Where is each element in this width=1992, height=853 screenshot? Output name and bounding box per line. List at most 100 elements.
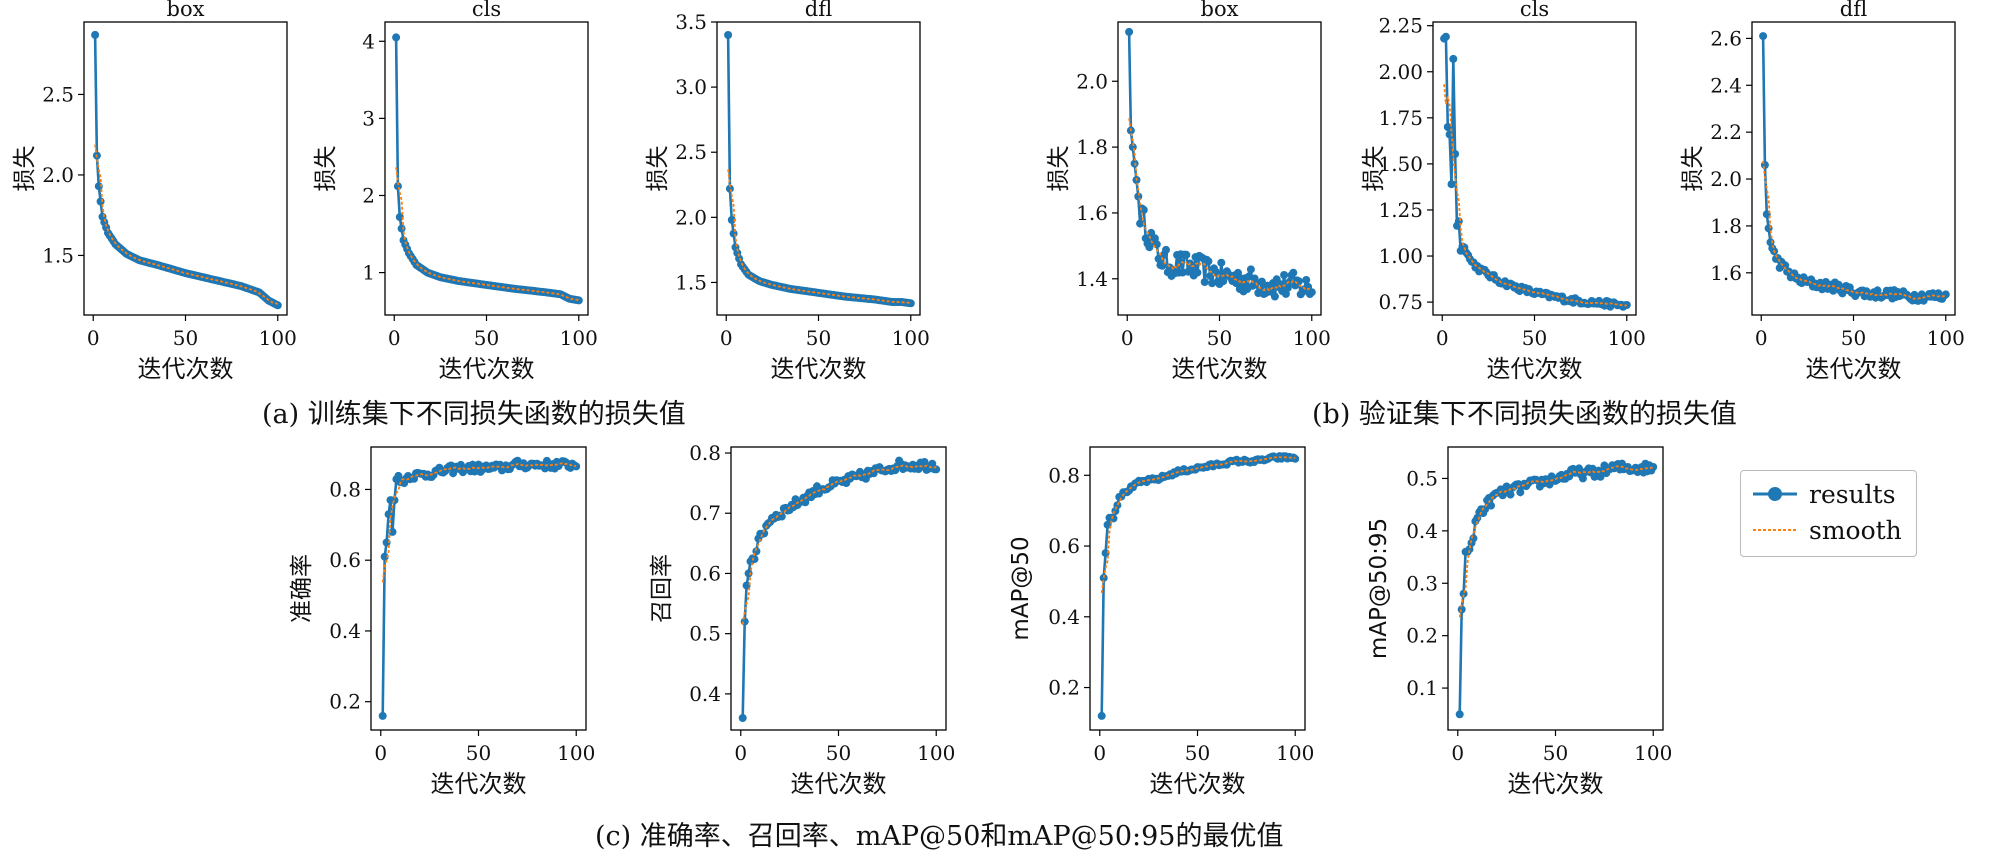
x-tick-label: 50 <box>173 326 198 350</box>
y-axis-label: 损失 <box>1680 146 1706 192</box>
results-point <box>378 711 387 720</box>
y-tick-label: 3.0 <box>675 75 707 99</box>
caption-c: (c) 准确率、召回率、mAP@50和mAP@50:95的最优值 <box>595 821 1284 852</box>
chart-1: 0 50 100 1.5 2.0 2.5 迭代次数 损失 box <box>12 0 297 383</box>
x-tick-label: 100 <box>259 326 297 350</box>
y-axis-label: 损失 <box>12 146 38 192</box>
plot-frame <box>1447 446 1664 731</box>
results-point <box>1441 32 1450 41</box>
y-tick-label: 2 <box>362 183 375 207</box>
y-tick-label: 0.6 <box>1048 534 1080 558</box>
series-smooth-line <box>1128 118 1312 293</box>
y-tick-label: 0.7 <box>689 501 721 525</box>
results-point <box>1455 710 1464 719</box>
x-tick-label: 100 <box>917 741 955 765</box>
results-point <box>1097 711 1106 720</box>
results-point <box>1291 454 1300 463</box>
results-point <box>777 512 786 521</box>
series-smooth-line <box>395 167 579 301</box>
y-tick-label: 0.8 <box>1048 463 1080 487</box>
y-tick-label: 1.50 <box>1378 152 1423 176</box>
chart-3: 0 50 100 1.5 2.0 2.5 3.0 3.5 迭代次数 损失 dfl <box>645 0 930 383</box>
results-point <box>750 555 759 564</box>
results-point <box>725 184 734 193</box>
results-point <box>1204 257 1213 266</box>
plot-frame <box>370 446 587 731</box>
results-point <box>724 31 733 39</box>
series-results-line <box>1443 33 1627 311</box>
chart-8: 0 50 100 0.4 0.5 0.6 0.7 0.8 迭代次数 召回率 <box>649 441 955 798</box>
y-tick-label: 0.4 <box>1406 519 1438 543</box>
y-tick-label: 0.2 <box>1406 624 1438 648</box>
results-point <box>1125 27 1134 36</box>
x-tick-label: 50 <box>1185 741 1210 765</box>
plot-frame <box>1751 21 1956 316</box>
results-point <box>1281 289 1290 298</box>
y-tick-label: 2.0 <box>1710 167 1742 191</box>
results-point <box>1182 250 1191 259</box>
y-tick-label: 1.75 <box>1378 106 1423 130</box>
plot-frame <box>730 446 947 731</box>
x-tick-label: 100 <box>1634 741 1672 765</box>
results-point <box>1759 32 1768 41</box>
x-axis-label: 迭代次数 <box>431 770 527 798</box>
y-tick-label: 2.2 <box>1710 120 1742 144</box>
series-results-line <box>1100 453 1296 716</box>
results-point <box>1487 501 1495 510</box>
x-tick-label: 0 <box>1093 741 1106 765</box>
y-tick-label: 2.0 <box>675 205 707 229</box>
results-point <box>96 197 105 206</box>
results-point <box>1193 268 1202 277</box>
y-tick-label: 1 <box>362 261 375 285</box>
results-point <box>1447 180 1456 189</box>
x-tick-label: 0 <box>388 326 401 350</box>
y-tick-label: 0.75 <box>1378 290 1423 314</box>
results-point <box>388 527 397 536</box>
results-point <box>1449 54 1458 63</box>
y-tick-label: 1.6 <box>1076 201 1108 225</box>
results-point <box>932 465 941 474</box>
y-tick-label: 0.5 <box>689 622 721 646</box>
y-tick-label: 0.5 <box>1406 466 1438 490</box>
results-point <box>738 714 747 722</box>
results-point <box>1760 161 1769 169</box>
x-tick-label: 50 <box>474 326 499 350</box>
chart-9: 0 50 100 0.2 0.4 0.6 0.8 迭代次数 mAP@50 <box>1008 446 1314 798</box>
x-tick-label: 100 <box>557 741 595 765</box>
series-smooth-line <box>727 169 911 304</box>
results-point <box>1443 123 1452 131</box>
results-point <box>395 213 404 222</box>
y-tick-label: 2.0 <box>42 163 74 187</box>
series-results-line <box>93 34 279 307</box>
results-point <box>273 301 282 310</box>
y-tick-label: 0.3 <box>1406 571 1438 595</box>
y-tick-label: 0.1 <box>1406 676 1438 700</box>
results-point <box>1578 474 1587 483</box>
chart-title: box <box>167 0 205 21</box>
x-tick-label: 0 <box>1436 326 1449 350</box>
x-tick-label: 100 <box>1927 326 1965 350</box>
x-tick-label: 0 <box>1451 741 1464 765</box>
x-axis-label: 迭代次数 <box>138 355 234 383</box>
y-tick-label: 2.6 <box>1710 26 1742 50</box>
y-tick-label: 2.5 <box>42 82 74 106</box>
results-point <box>744 569 753 578</box>
results-point <box>1516 488 1525 497</box>
chart-title: cls <box>472 0 501 21</box>
legend-label-smooth: smooth <box>1809 515 1902 545</box>
x-tick-label: 100 <box>1608 326 1646 350</box>
series-results-line <box>726 34 912 305</box>
series-results-line <box>381 457 577 716</box>
x-axis-label: 迭代次数 <box>1508 770 1604 798</box>
x-tick-label: 50 <box>806 326 831 350</box>
y-tick-label: 1.8 <box>1076 135 1108 159</box>
results-point <box>1154 254 1163 263</box>
y-axis-label: mAP@50:95 <box>1366 518 1392 659</box>
x-tick-label: 50 <box>1522 326 1547 350</box>
y-axis-label: 损失 <box>313 146 339 192</box>
plot-frame <box>384 21 589 316</box>
y-tick-label: 3 <box>362 106 375 130</box>
series-smooth-line <box>94 144 279 305</box>
x-tick-label: 0 <box>374 741 387 765</box>
